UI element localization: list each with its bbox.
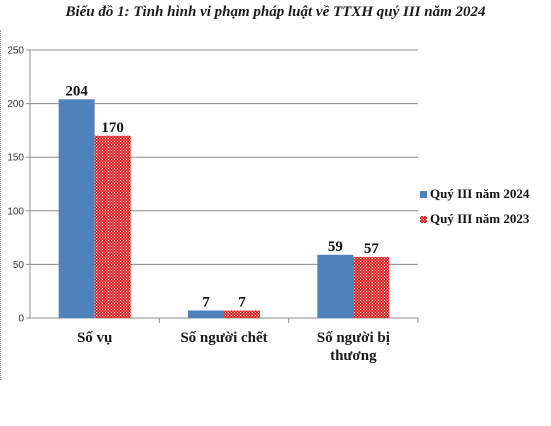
data-label: 59: [328, 239, 343, 255]
data-label: 57: [364, 241, 380, 257]
y-tick-label: 0: [18, 314, 24, 325]
y-tick-label: 100: [7, 206, 24, 217]
legend-label: Quý III năm 2023: [430, 211, 530, 226]
x-category-label: Số người bị thương: [317, 330, 390, 364]
bar: [58, 99, 95, 318]
bar: [188, 310, 224, 318]
y-tick-label: 250: [7, 46, 24, 57]
data-label: 7: [202, 294, 210, 310]
x-category-label-line: thương: [330, 348, 377, 364]
legend-swatch: [420, 216, 427, 223]
bar: [353, 256, 390, 318]
y-tick-label: 150: [7, 153, 24, 164]
y-tick-label: 50: [13, 260, 25, 271]
chart-title: Biểu đồ 1: Tình hình vi phạm pháp luật v…: [65, 4, 486, 20]
y-tick-label: 200: [7, 99, 24, 110]
chart-left-border: [0, 30, 1, 380]
data-label: 204: [65, 83, 88, 99]
data-label: 170: [101, 120, 124, 136]
x-category-label-line: Số người bị: [317, 330, 390, 346]
bar: [224, 310, 260, 318]
legend-label: Quý III năm 2024: [430, 186, 530, 201]
bar: [317, 254, 354, 318]
legend-swatch: [420, 191, 427, 198]
x-category-label: Số người chết: [180, 330, 267, 346]
bar: [94, 135, 131, 318]
data-label: 7: [238, 294, 246, 310]
x-category-label-line: Số người chết: [180, 330, 267, 346]
x-category-label: Số vụ: [77, 330, 112, 346]
x-category-label-line: Số vụ: [77, 330, 112, 346]
